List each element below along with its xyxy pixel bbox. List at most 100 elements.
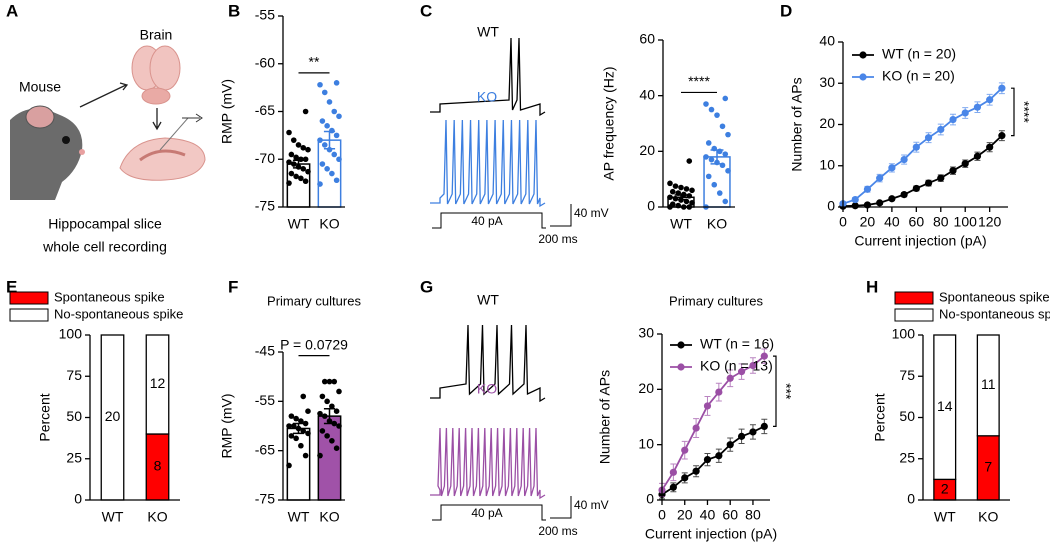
error-bar (323, 130, 336, 150)
x-tick-label: WT (102, 509, 124, 525)
data-dot (300, 144, 307, 151)
y-tick-label: 0 (74, 491, 82, 507)
data-dot (669, 188, 676, 195)
data-point (737, 368, 746, 376)
data-point (749, 428, 757, 436)
y-tick-label: 0 (827, 198, 835, 214)
wt-trace (430, 324, 546, 403)
y-tick-label: 30 (819, 74, 835, 90)
y-axis-label: RMP (mV) (219, 79, 235, 144)
data-point (986, 96, 994, 104)
y-tick-label: -60 (255, 54, 275, 70)
legend-label: KO (n = 13) (700, 358, 773, 374)
data-point (961, 109, 969, 117)
series-line (661, 425, 765, 496)
data-dot (725, 131, 731, 138)
panel-label: E (6, 277, 17, 296)
data-point (760, 352, 768, 360)
y-tick-label: 50 (899, 408, 915, 424)
arrow (152, 108, 162, 131)
data-dot (321, 142, 328, 148)
data-dot (722, 151, 729, 157)
significance-label: **** (1016, 101, 1032, 123)
chart-title: Primary cultures (267, 293, 361, 308)
data-point (973, 152, 982, 160)
panel-label: G (420, 277, 433, 296)
y-axis-label: Percent (37, 393, 53, 441)
legend-swatch (894, 308, 934, 322)
data-dot (336, 423, 342, 429)
data-dot (326, 99, 333, 105)
legend-marker (677, 363, 685, 371)
data-dot (300, 428, 307, 434)
y-tick-label: 20 (638, 380, 654, 396)
scale-label: 40 mV (574, 498, 609, 512)
error-bar (674, 194, 688, 201)
legend-label: No-spontaneous spike (54, 306, 183, 321)
legend-label: WT (n = 20) (882, 46, 956, 62)
segment-count: 11 (981, 376, 996, 392)
bar-segment (976, 334, 1000, 437)
data-dot (669, 201, 676, 208)
data-point (900, 191, 908, 199)
data-dot (329, 403, 335, 410)
y-tick-label: 0 (646, 491, 654, 507)
data-dot (298, 175, 304, 182)
x-tick-label: KO (978, 509, 998, 525)
data-point (851, 202, 859, 210)
data-dot (286, 462, 292, 469)
data-dot (705, 140, 712, 146)
x-tick-label: 100 (954, 214, 978, 230)
significance-label: *** (778, 383, 794, 400)
legend-label: Spontaneous spike (54, 289, 165, 304)
x-tick-label: 20 (860, 214, 876, 230)
data-point (949, 115, 957, 124)
data-dot (722, 95, 729, 102)
data-dot (703, 101, 709, 107)
data-point (998, 84, 1006, 92)
x-tick-label: 60 (909, 214, 925, 230)
data-dot (719, 123, 726, 130)
brain-illustration (131, 45, 181, 105)
panel-label: F (228, 277, 238, 296)
data-point (760, 422, 768, 431)
data-point (715, 388, 723, 396)
y-tick-label: -65 (255, 102, 275, 118)
mouse-illustration (10, 105, 85, 200)
y-tick-label: -75 (255, 198, 275, 214)
data-point (669, 468, 677, 476)
y-tick-label: -70 (255, 150, 275, 166)
data-dot (293, 435, 299, 442)
x-tick-label: 0 (839, 214, 847, 230)
data-dot (319, 161, 326, 167)
x-axis-label: Current injection (pA) (854, 233, 986, 249)
data-dot (302, 178, 309, 185)
segment-count: 14 (937, 398, 953, 414)
data-dot (286, 423, 292, 429)
data-dot (714, 112, 720, 118)
data-point (924, 134, 933, 142)
data-dot (333, 80, 340, 86)
data-dot (329, 170, 335, 177)
legend-marker (859, 73, 867, 81)
data-point (924, 179, 933, 187)
data-dot (336, 113, 342, 120)
series-line (661, 355, 765, 491)
data-dot (288, 151, 295, 158)
y-tick-label: 25 (66, 449, 82, 465)
data-dot (319, 428, 326, 434)
segment-count: 20 (105, 408, 121, 424)
x-tick-label: 20 (677, 507, 693, 523)
y-tick-label: -45 (255, 343, 275, 359)
data-dot (317, 410, 323, 417)
x-tick-label: 40 (884, 214, 900, 230)
data-dot (302, 156, 309, 163)
y-axis-label: RMP (mV) (219, 393, 235, 458)
stimulus-protocol (432, 504, 546, 521)
legend-label: WT (n = 16) (700, 336, 774, 352)
y-tick-label: 0 (647, 198, 655, 214)
data-dot (716, 190, 723, 196)
segment-count: 2 (941, 480, 949, 496)
data-dot (288, 433, 295, 439)
data-point (726, 441, 734, 449)
